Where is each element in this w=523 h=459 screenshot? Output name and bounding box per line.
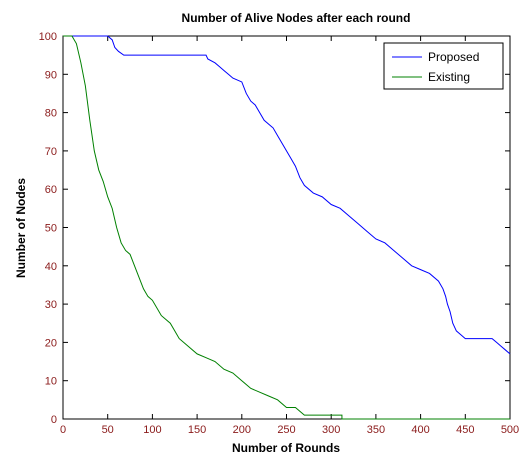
x-tick-label: 200 — [233, 424, 251, 436]
y-tick-label: 90 — [45, 69, 57, 81]
y-tick-label: 70 — [45, 146, 57, 158]
x-tick-label: 450 — [456, 424, 474, 436]
legend: Proposed Existing — [383, 42, 504, 90]
x-tick-label: 500 — [501, 424, 519, 436]
series-layer — [63, 35, 511, 420]
y-tick-label: 10 — [45, 376, 57, 388]
x-tick-label: 0 — [60, 424, 66, 436]
y-tick-label: 0 — [51, 414, 57, 426]
chart-title: Number of Alive Nodes after each round — [182, 11, 411, 25]
y-tick-label: 100 — [39, 31, 57, 43]
series-line-proposed — [63, 35, 511, 355]
y-tick-label: 30 — [45, 299, 57, 311]
x-tick-label: 50 — [102, 424, 114, 436]
legend-label-existing: Existing — [428, 70, 470, 84]
legend-box — [383, 42, 504, 90]
y-axis-label: Number of Nodes — [14, 178, 28, 278]
x-tick-label: 400 — [411, 424, 429, 436]
y-tick-label: 80 — [45, 108, 57, 120]
x-tick-label: 300 — [322, 424, 340, 436]
x-tick-label: 350 — [367, 424, 385, 436]
y-tick-label: 50 — [45, 223, 57, 235]
plot-area — [62, 35, 511, 420]
x-tick-label: 250 — [277, 424, 295, 436]
x-axis: 0 50 100 150 200 250 300 350 400 450 500 — [60, 36, 519, 436]
y-tick-label: 60 — [45, 184, 57, 196]
y-tick-label: 20 — [45, 337, 57, 349]
x-tick-label: 150 — [188, 424, 206, 436]
x-axis-label: Number of Rounds — [232, 441, 340, 455]
y-tick-label: 40 — [45, 261, 57, 273]
legend-label-proposed: Proposed — [428, 50, 479, 64]
series-line-existing — [63, 35, 510, 420]
x-tick-label: 100 — [143, 424, 161, 436]
